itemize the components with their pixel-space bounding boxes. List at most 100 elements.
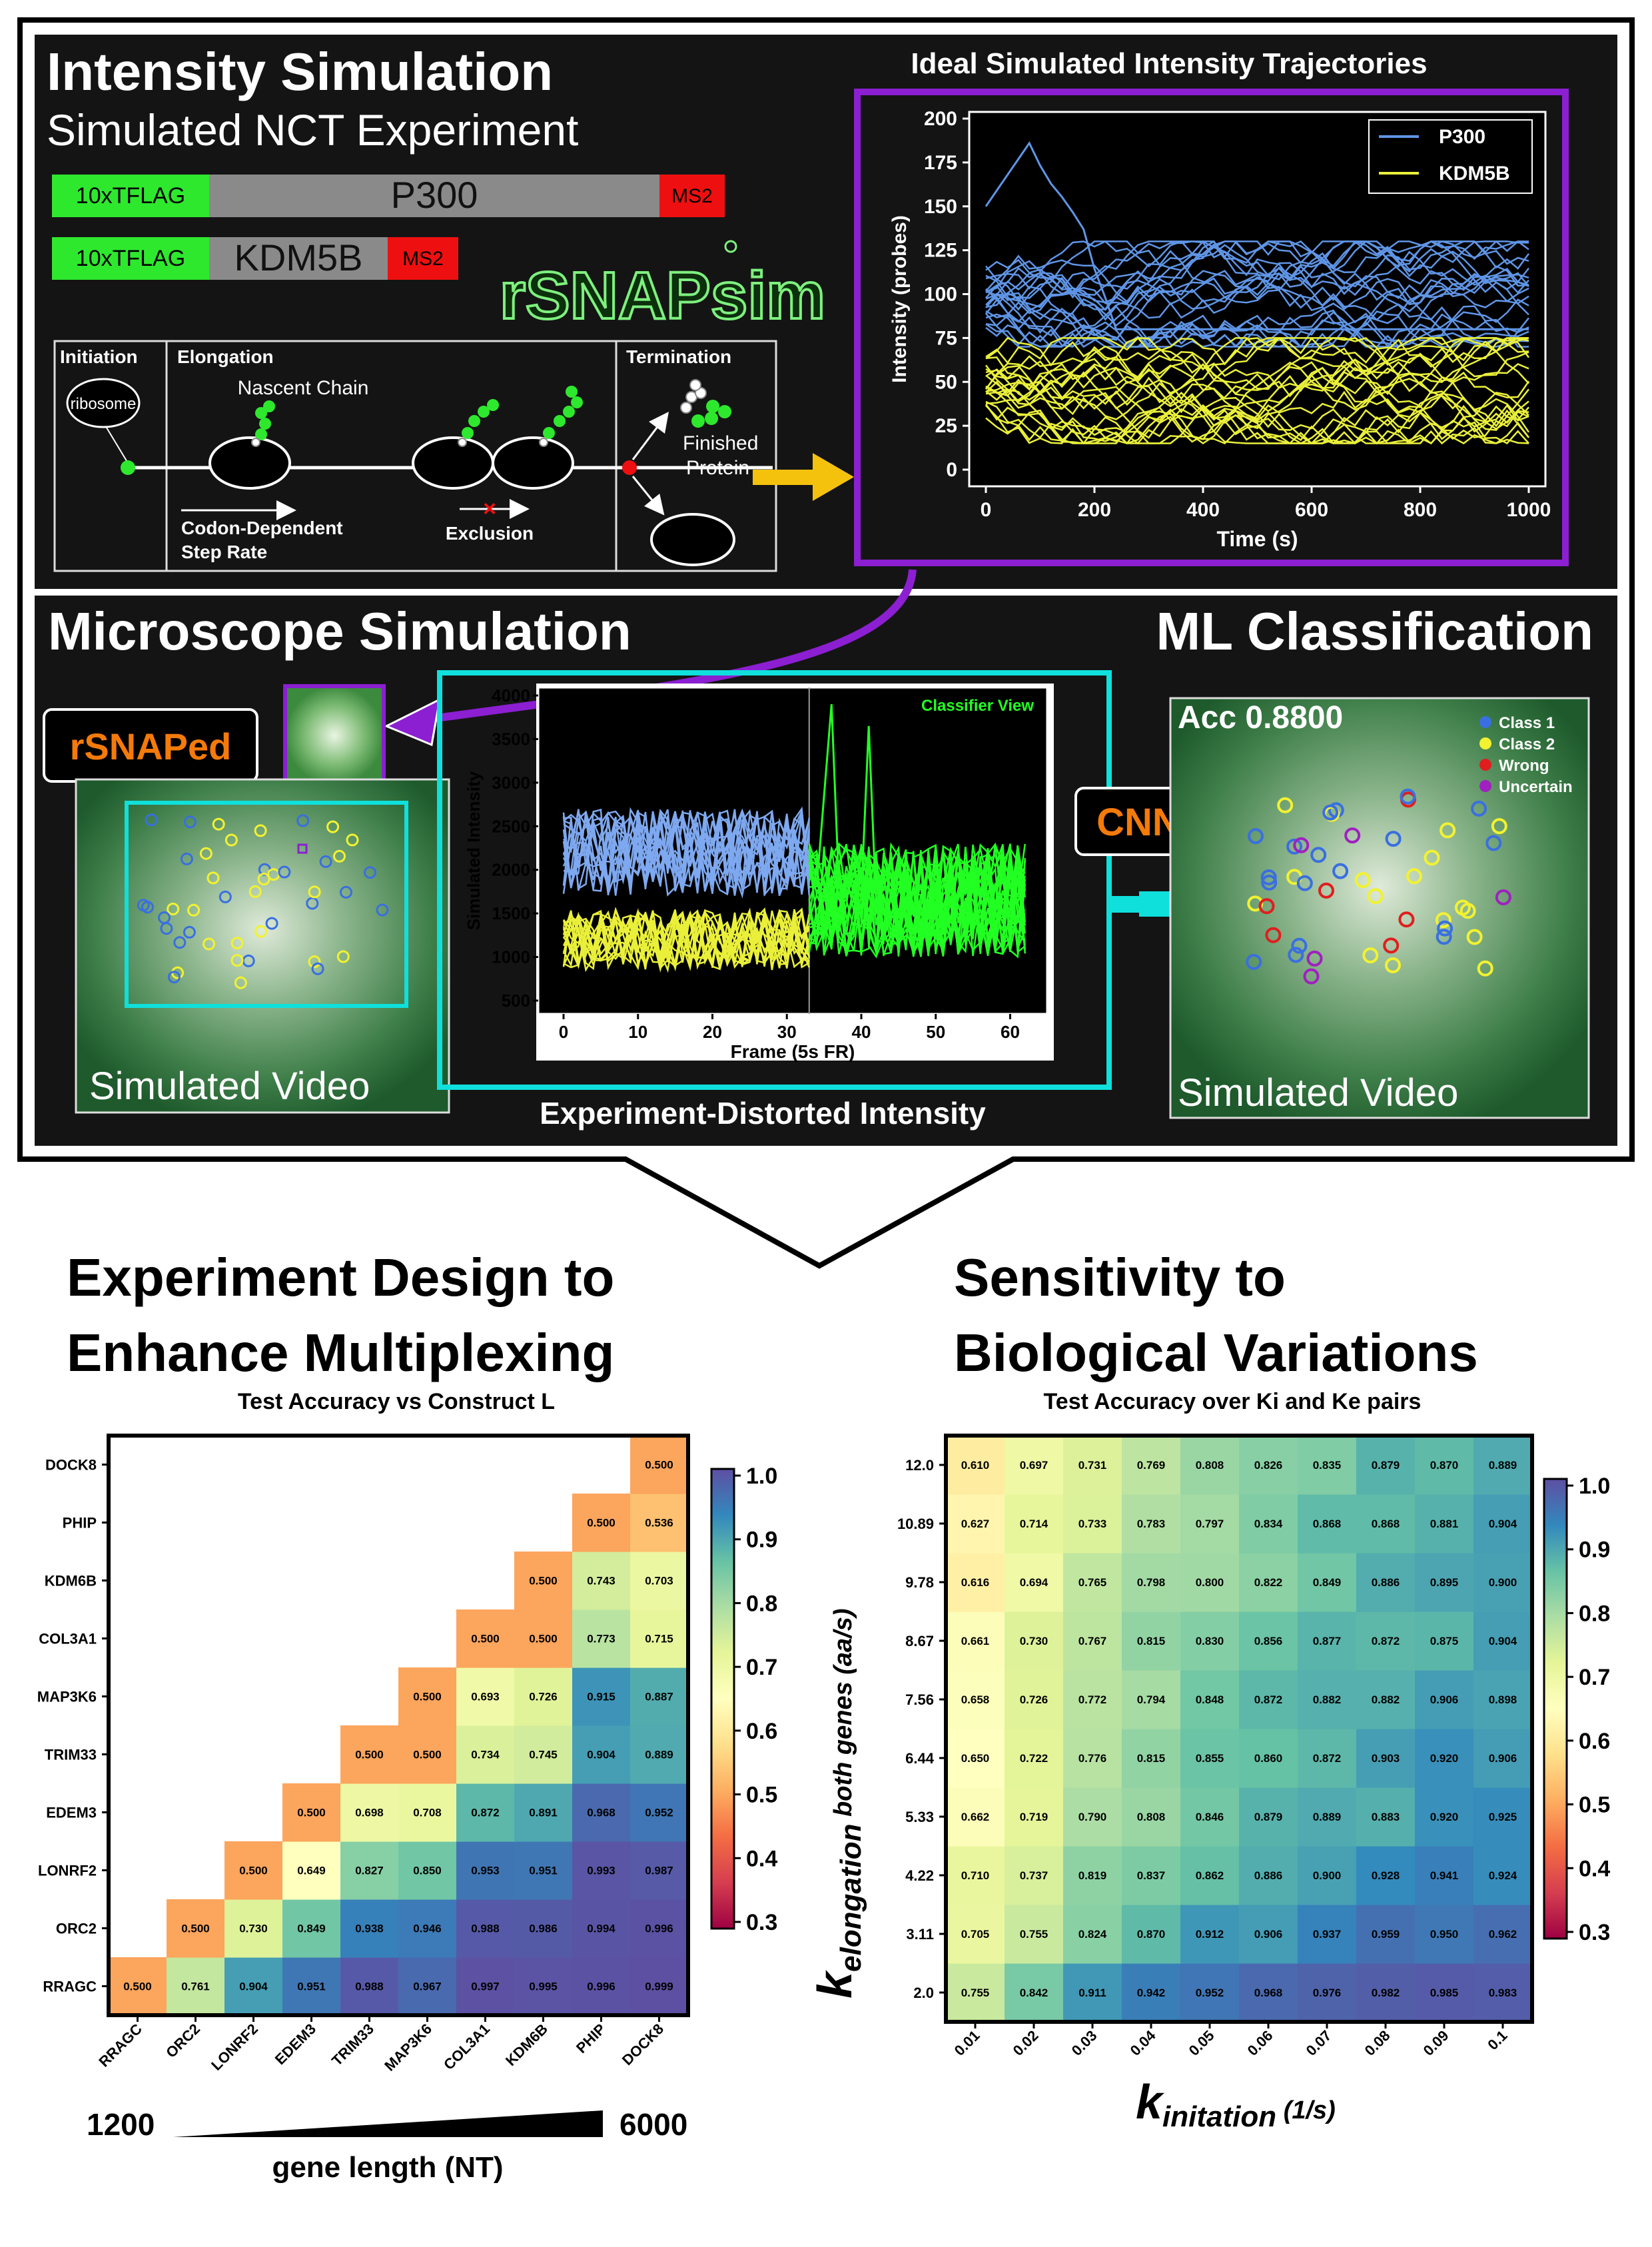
elongation-label: Elongation: [177, 346, 274, 367]
right-video-label: Simulated Video: [1178, 1071, 1458, 1115]
ki-axis-main: k: [1136, 2076, 1165, 2129]
step-rate-label-1: Codon-Dependent: [181, 518, 343, 538]
heat-cell-value: 0.912: [1196, 1928, 1224, 1941]
heat-cell: [1356, 1436, 1416, 1495]
p300-trace: [985, 296, 1529, 348]
heat-cell-value: 0.855: [1196, 1752, 1224, 1765]
heat-cell-value: 0.968: [1254, 1987, 1283, 1999]
kdm5b-tag-box: [52, 237, 209, 280]
right-video-frame: [1169, 697, 1590, 1119]
heat-cell-value: 0.862: [1196, 1869, 1224, 1882]
video-spot: [254, 925, 268, 938]
classifier-view-trace: [808, 843, 1026, 953]
classified-spot: [1435, 912, 1451, 929]
heat-cell: [340, 1841, 399, 1900]
classified-spot: [1260, 869, 1277, 885]
heat-cell-value: 0.988: [471, 1923, 500, 1935]
traj-ylabel: Intensity (probes): [889, 215, 911, 383]
heat-cell-value: 0.500: [471, 1633, 500, 1645]
heat-cell-value: 0.808: [1137, 1811, 1166, 1823]
left-video-roi: [125, 801, 408, 1008]
dist-ytick-label: 500: [502, 991, 530, 1011]
classified-spot: [1471, 800, 1487, 817]
heat-cell: [1063, 1846, 1122, 1905]
gene-length-min: 1200: [87, 2107, 155, 2142]
heat-cell-value: 0.849: [297, 1923, 326, 1935]
heat-ytick-label: 6.44: [905, 1750, 935, 1767]
heat-cell: [572, 1494, 631, 1552]
cbar-tick-label: 0.3: [746, 1910, 777, 1935]
heat-cell-value: 0.942: [1137, 1987, 1166, 1999]
heat-cell-value: 0.500: [645, 1459, 673, 1472]
heat-cell: [1063, 1963, 1122, 2022]
heat-cell-value: 0.994: [587, 1923, 616, 1935]
heat-cell-value: 0.983: [1489, 1987, 1517, 1999]
heading-experiment-1: Experiment Design to: [67, 1248, 614, 1307]
heat-cell-value: 0.982: [1372, 1987, 1400, 1999]
heat-cell-value: 0.697: [1020, 1459, 1048, 1472]
cbar-tick-label: 0.7: [1579, 1665, 1610, 1690]
video-spot: [173, 936, 187, 949]
p300-trace: [985, 240, 1529, 304]
heat-cell: [946, 1494, 1005, 1554]
heat-cell: [1415, 1846, 1474, 1905]
heat-cell: [1122, 1611, 1181, 1671]
traj-xtick-label: 0: [981, 499, 992, 521]
heat-cell-value: 0.889: [1489, 1459, 1517, 1472]
dist-ytick-label: 2500: [492, 816, 530, 836]
kdm5b-trace: [985, 337, 1529, 424]
heat-cell-value: 0.925: [1489, 1811, 1517, 1823]
heat-cell-value: 0.898: [1489, 1693, 1517, 1706]
heat-cell: [224, 1899, 283, 1958]
kdm5b-gene-box: [209, 237, 388, 280]
legend-class-2: Class 2: [1499, 735, 1555, 753]
heat-cell-value: 0.986: [529, 1923, 558, 1935]
heat-cell: [1122, 1553, 1181, 1612]
heat-ytick-label: COL3A1: [39, 1631, 97, 1647]
heat-cell: [514, 1725, 573, 1784]
heat-cell: [1239, 1436, 1298, 1495]
heat-cell-value: 0.987: [645, 1865, 673, 1877]
heat-ytick-label: 5.33: [905, 1809, 934, 1825]
heat-cell-value: 0.895: [1430, 1576, 1459, 1589]
cbar-tick-label: 0.5: [1579, 1793, 1610, 1818]
heat-cell: [630, 1552, 689, 1610]
colorbar-left-ticks: 1.0 0.9 0.8 0.7 0.6 0.5 0.4 0.3: [734, 1464, 777, 1935]
classified-spot: [1354, 872, 1371, 889]
heat-cell-value: 0.755: [1020, 1928, 1048, 1941]
heat-cell-value: 0.849: [1313, 1576, 1342, 1589]
heat-cell-value: 0.952: [1196, 1987, 1224, 1999]
heat-cell: [1005, 1611, 1064, 1671]
traj-xtick-label: 600: [1295, 499, 1328, 521]
classified-spot: [1437, 920, 1453, 937]
heat-cell: [1356, 1787, 1416, 1847]
ribosome-1-icon: [208, 436, 291, 490]
heat-frame: [944, 1434, 1534, 2024]
heat-xtick-label: 0.07: [1303, 2027, 1335, 2059]
heat-cell: [1473, 1494, 1533, 1554]
heat-cell: [630, 1494, 689, 1552]
dist-xtick-label: 30: [777, 1022, 797, 1042]
heat-cell: [1063, 1436, 1122, 1495]
heat-cell: [1180, 1611, 1240, 1671]
dist-xtick-label: 50: [926, 1022, 945, 1042]
heat-cell-value: 0.776: [1078, 1752, 1107, 1765]
purple-arrowhead-icon: [384, 697, 441, 747]
heat-cell-value: 0.872: [1254, 1693, 1283, 1706]
heat-cell-value: 0.883: [1372, 1811, 1400, 1823]
heat-xtick-label: 0.02: [1010, 2027, 1042, 2059]
heat-cell: [1473, 1905, 1533, 1964]
p300-ms2-box: [659, 175, 725, 217]
classifier-spike-trace: [815, 703, 877, 905]
cbar-tick-label: 0.5: [746, 1783, 777, 1808]
heat-cell: [1063, 1553, 1122, 1612]
heat-cell: [1005, 1436, 1064, 1495]
dist-class2-trace: [563, 909, 810, 969]
stop-codon-icon: [622, 460, 637, 475]
distorted-intensity-plot: Classifier View 0 10 20 30 40 50 60 500 1000 1500 2…: [464, 685, 1048, 1062]
p300-tag-box: [52, 175, 209, 217]
heat-cell: [456, 1841, 515, 1900]
video-spot: [333, 849, 346, 863]
classified-spot: [1293, 837, 1310, 853]
traj-xtick-label: 400: [1186, 499, 1220, 521]
